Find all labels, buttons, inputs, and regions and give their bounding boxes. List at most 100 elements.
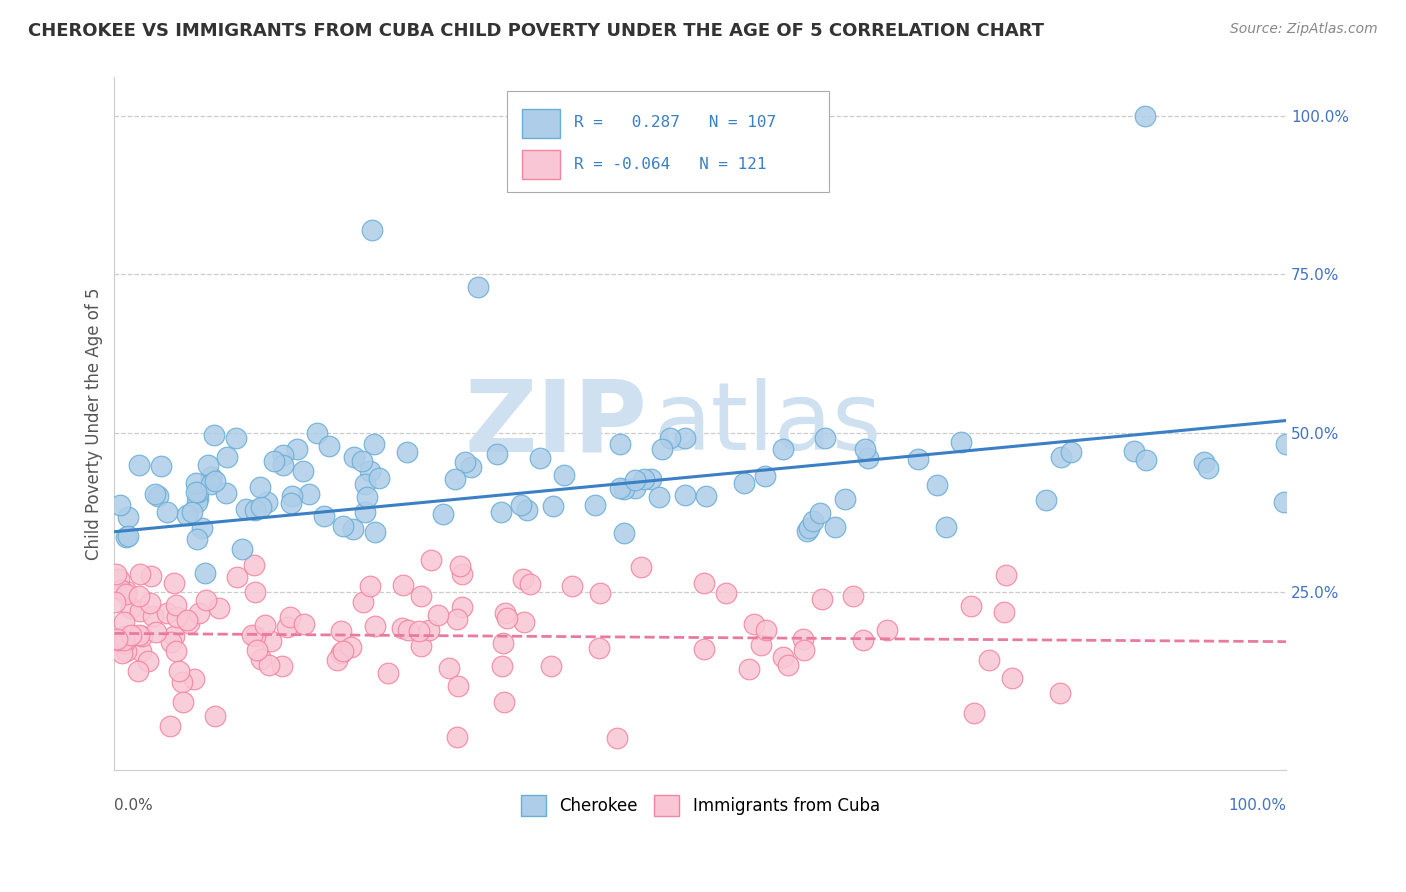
- Point: [112, 615, 135, 629]
- Point: [1274, 495, 1296, 509]
- Legend: Cherokee, Immigrants from Cuba: Cherokee, Immigrants from Cuba: [512, 787, 889, 824]
- Point: [640, 473, 662, 487]
- Point: [540, 659, 562, 673]
- Point: [1001, 671, 1024, 685]
- Point: [1197, 461, 1219, 475]
- Point: [150, 458, 173, 473]
- Point: [260, 634, 283, 648]
- Point: [257, 658, 280, 673]
- Point: [485, 446, 508, 460]
- Point: [583, 498, 606, 512]
- Point: [326, 653, 349, 667]
- Point: [187, 484, 209, 499]
- Point: [156, 505, 179, 519]
- Point: [443, 472, 465, 486]
- Point: [772, 649, 794, 664]
- Point: [418, 623, 440, 637]
- Point: [104, 594, 127, 608]
- Point: [170, 675, 193, 690]
- Point: [145, 487, 167, 501]
- Point: [184, 475, 207, 490]
- Point: [204, 709, 226, 723]
- Point: [510, 498, 533, 512]
- Point: [160, 634, 183, 648]
- Point: [492, 695, 515, 709]
- Point: [714, 586, 737, 600]
- Point: [312, 508, 335, 523]
- Point: [801, 514, 824, 528]
- Point: [243, 584, 266, 599]
- Point: [449, 558, 471, 573]
- Point: [120, 601, 142, 615]
- Point: [776, 657, 799, 672]
- Point: [235, 501, 257, 516]
- Point: [271, 448, 294, 462]
- Point: [651, 442, 673, 456]
- Point: [613, 525, 636, 540]
- Point: [352, 454, 374, 468]
- Point: [200, 477, 222, 491]
- Point: [949, 435, 972, 450]
- Point: [142, 609, 165, 624]
- Point: [280, 489, 302, 503]
- Point: [609, 437, 631, 451]
- Point: [128, 628, 150, 642]
- Point: [111, 646, 134, 660]
- Point: [733, 476, 755, 491]
- FancyBboxPatch shape: [508, 91, 830, 192]
- Point: [391, 578, 413, 592]
- Point: [450, 566, 472, 581]
- Point: [194, 566, 217, 580]
- Point: [409, 589, 432, 603]
- Point: [280, 496, 302, 510]
- Point: [356, 490, 378, 504]
- Point: [330, 624, 353, 639]
- Text: Source: ZipAtlas.com: Source: ZipAtlas.com: [1230, 22, 1378, 37]
- Point: [959, 599, 981, 613]
- Point: [165, 598, 187, 612]
- Point: [361, 223, 384, 237]
- Point: [408, 624, 430, 638]
- Y-axis label: Child Poverty Under the Age of 5: Child Poverty Under the Age of 5: [86, 287, 103, 560]
- Point: [243, 503, 266, 517]
- Point: [754, 469, 776, 483]
- Point: [589, 585, 612, 599]
- Text: atlas: atlas: [654, 377, 882, 470]
- Point: [1035, 492, 1057, 507]
- Point: [512, 572, 534, 586]
- Point: [339, 640, 361, 654]
- Point: [451, 600, 474, 615]
- Bar: [522, 109, 560, 137]
- Point: [156, 607, 179, 621]
- Point: [851, 633, 873, 648]
- Point: [332, 519, 354, 533]
- Point: [243, 629, 266, 643]
- Point: [115, 584, 138, 599]
- Point: [342, 521, 364, 535]
- Point: [115, 530, 138, 544]
- Point: [343, 450, 366, 464]
- Point: [107, 572, 129, 586]
- Point: [995, 567, 1018, 582]
- Point: [834, 491, 856, 506]
- Point: [876, 624, 898, 638]
- Point: [1135, 109, 1157, 123]
- Point: [977, 653, 1000, 667]
- Point: [363, 437, 385, 451]
- Point: [183, 672, 205, 686]
- Point: [114, 629, 136, 643]
- Point: [993, 605, 1015, 619]
- Point: [396, 444, 419, 458]
- Point: [1274, 437, 1296, 451]
- Point: [287, 442, 309, 456]
- Point: [128, 604, 150, 618]
- Point: [127, 664, 149, 678]
- Point: [225, 570, 247, 584]
- Point: [163, 628, 186, 642]
- Point: [494, 606, 516, 620]
- Point: [298, 487, 321, 501]
- Point: [516, 503, 538, 517]
- Point: [673, 488, 696, 502]
- Point: [364, 525, 387, 540]
- Point: [105, 632, 128, 646]
